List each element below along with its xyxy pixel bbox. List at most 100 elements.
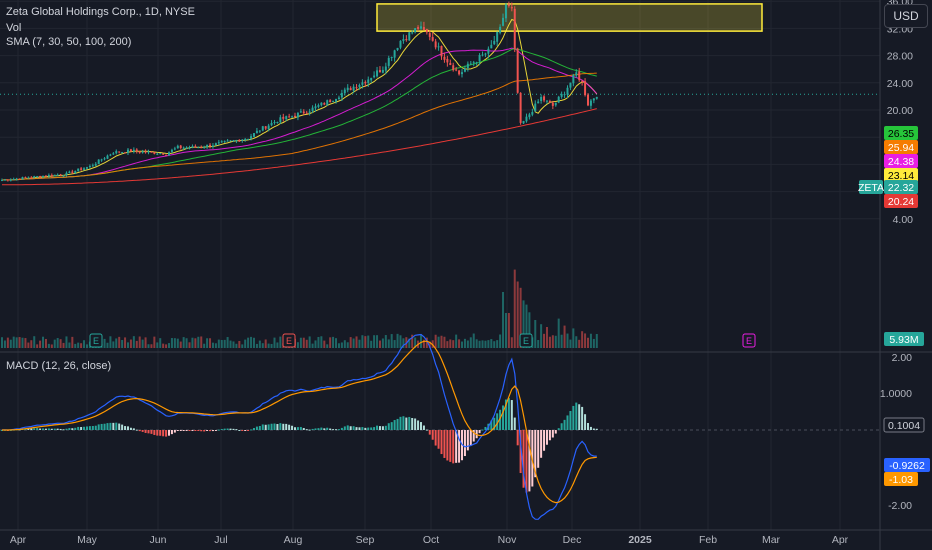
- macd-histogram-bar: [443, 430, 446, 458]
- candle-body: [510, 7, 513, 9]
- sma-value-badge-bg: [884, 168, 918, 182]
- candle-body: [370, 78, 373, 81]
- candle-body: [437, 46, 440, 48]
- macd-histogram-bar: [525, 430, 528, 493]
- candle-body: [302, 111, 305, 114]
- macd-histogram-bar: [402, 416, 405, 430]
- candle-body: [513, 8, 516, 49]
- candle-body: [326, 100, 329, 106]
- macd-histogram-bar: [209, 430, 212, 432]
- candle-body: [220, 141, 223, 143]
- candle-body: [361, 82, 364, 85]
- volume-bar: [569, 339, 572, 348]
- macd-histogram-bar: [449, 430, 452, 462]
- candle-body: [548, 100, 551, 103]
- macd-histogram-bar: [229, 428, 232, 430]
- candle-body: [335, 99, 338, 102]
- volume-bar: [179, 341, 182, 348]
- macd-histogram-bar: [543, 430, 546, 451]
- resistance-zone-layer[interactable]: [376, 3, 763, 32]
- volume-bar: [229, 340, 232, 348]
- candle-body: [129, 149, 132, 152]
- macd-histogram-bar: [115, 422, 118, 430]
- macd-histogram-bar: [378, 426, 381, 430]
- macd-histogram-bar: [422, 425, 425, 430]
- candle-body: [121, 151, 124, 153]
- candle-body: [308, 111, 311, 113]
- candle-body: [422, 27, 425, 30]
- candle-body: [24, 177, 27, 179]
- volume-bar: [27, 342, 30, 348]
- candle-body: [314, 106, 317, 109]
- candle-body: [469, 63, 472, 65]
- volume-bar: [77, 342, 80, 348]
- volume-bar: [563, 325, 566, 348]
- macd-histogram-bar: [481, 429, 484, 431]
- volume-bar: [446, 341, 449, 348]
- candle-body: [487, 48, 490, 54]
- macd-histogram-bar: [39, 428, 42, 430]
- macd-histogram-bar: [417, 420, 420, 430]
- macd-histogram-bar: [569, 410, 572, 430]
- time-tick-label: Mar: [762, 534, 781, 546]
- candle-body: [74, 171, 77, 173]
- volume-bar: [188, 342, 191, 348]
- currency-button[interactable]: USD: [884, 4, 928, 28]
- volume-bar: [537, 340, 540, 348]
- volume-bar: [335, 338, 338, 348]
- macd-histogram-bar: [381, 426, 384, 430]
- macd-histogram-bar: [513, 417, 516, 430]
- earnings-marker-label: E: [286, 336, 292, 346]
- candle-body: [516, 48, 519, 93]
- earnings-marker-label: E: [746, 336, 752, 346]
- volume-bar: [168, 343, 171, 348]
- volume-bar: [390, 334, 393, 348]
- volume-bar: [273, 337, 276, 348]
- macd-histogram-bar: [288, 424, 291, 430]
- candle-body: [343, 89, 346, 94]
- macd-histogram-bar: [308, 429, 311, 431]
- macd-histogram-bar: [165, 430, 168, 437]
- macd-histogram-bar: [466, 430, 469, 451]
- sma-value-badge: 23.14: [888, 170, 914, 182]
- candle-body: [179, 145, 182, 149]
- candle-body: [267, 125, 270, 130]
- candle-body: [537, 101, 540, 104]
- macd-histogram-bar: [258, 426, 261, 430]
- macd-histogram: [1, 398, 598, 493]
- candle-body: [194, 146, 197, 148]
- macd-histogram-bar: [59, 428, 62, 430]
- candle-body: [217, 142, 220, 144]
- macd-histogram-bar: [317, 428, 320, 430]
- volume-bar: [299, 337, 302, 348]
- candle-body: [1, 180, 3, 182]
- macd-histogram-bar: [314, 428, 317, 430]
- volume-bar: [387, 339, 390, 348]
- macd-histogram-bar: [217, 429, 220, 431]
- candle-body: [80, 168, 83, 170]
- macd-histogram-bar: [463, 430, 466, 457]
- price-tick-label: 28.00: [887, 51, 913, 63]
- macd-histogram-bar: [94, 425, 97, 430]
- time-tick-label: Dec: [563, 534, 582, 546]
- candle-body: [502, 17, 505, 26]
- candle-body: [88, 165, 91, 167]
- volume-bar: [528, 312, 531, 348]
- candle-body: [373, 75, 376, 78]
- volume-bar: [589, 333, 592, 348]
- candle-body: [112, 153, 115, 155]
- candle-body: [466, 63, 469, 68]
- macd-histogram-bar: [170, 430, 173, 435]
- macd-histogram-bar: [50, 428, 53, 430]
- macd-histogram-bar: [135, 429, 138, 431]
- volume-bar: [370, 340, 373, 348]
- candle-body: [519, 92, 522, 123]
- candle-body: [522, 120, 525, 124]
- candle-body: [534, 103, 537, 112]
- chart-title: Zeta Global Holdings Corp., 1D, NYSE: [6, 6, 195, 18]
- candle-body: [118, 151, 121, 153]
- candle-body: [255, 130, 258, 134]
- sma-200-line: [2, 108, 597, 186]
